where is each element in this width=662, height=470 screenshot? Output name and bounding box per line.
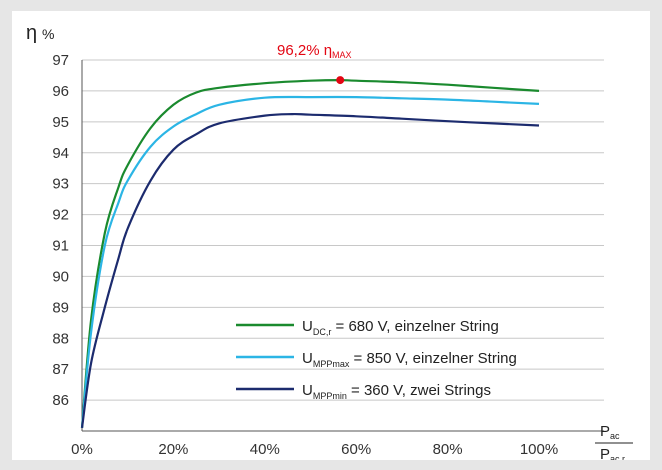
x-tick-labels: 0% 20% 40% 60% 80% 100%	[71, 441, 558, 458]
axes	[81, 60, 604, 432]
y-tick-label: 96	[52, 83, 69, 100]
max-annotation: 96,2% ηMAX	[277, 42, 352, 85]
max-point-marker	[336, 76, 345, 85]
x-tick-label: 60%	[341, 441, 371, 458]
x-tick-label: 100%	[520, 441, 558, 458]
max-label: 96,2% ηMAX	[277, 42, 352, 60]
y-tick-label: 97	[52, 52, 69, 69]
legend-label-3: UMPPmin = 360 V, zwei Strings	[302, 382, 491, 401]
x-tick-label: 40%	[250, 441, 280, 458]
y-tick-label: 89	[52, 299, 69, 316]
efficiency-chart: 86 87 88 89 90 91 92 93 94 95 96 97 0% 20% 40% 60% 80% 1…	[26, 22, 633, 460]
x-tick-label: 80%	[433, 441, 463, 458]
y-tick-label: 88	[52, 330, 69, 347]
series-line-3	[80, 112, 540, 429]
y-tick-label: 94	[52, 145, 69, 162]
x-tick-label: 0%	[71, 441, 93, 458]
x-axis-numerator: Pac	[600, 423, 620, 441]
chart-card: 86 87 88 89 90 91 92 93 94 95 96 97 0% 20% 40% 60% 80% 1…	[12, 11, 650, 460]
y-axis-unit: %	[42, 26, 54, 42]
series-line-1	[80, 79, 540, 428]
y-tick-labels: 86 87 88 89 90 91 92 93 94 95 96 97	[52, 52, 69, 409]
y-tick-label: 95	[52, 114, 69, 131]
y-tick-label: 91	[52, 238, 69, 255]
series-line-2	[80, 95, 540, 429]
legend-label-1: UDC,r = 680 V, einzelner String	[302, 318, 499, 337]
x-tick-label: 20%	[158, 441, 188, 458]
y-tick-label: 86	[52, 392, 69, 409]
y-tick-label: 87	[52, 361, 69, 378]
y-axis-symbol: η	[26, 22, 37, 44]
legend: UDC,r = 680 V, einzelner String UMPPmax =…	[236, 318, 517, 401]
y-tick-label: 92	[52, 207, 69, 224]
x-axis-denominator: Pac,r	[600, 446, 625, 460]
grid-lines	[82, 59, 604, 401]
series-lines	[80, 79, 540, 429]
legend-label-2: UMPPmax = 850 V, einzelner String	[302, 350, 517, 369]
y-tick-label: 93	[52, 176, 69, 193]
y-tick-label: 90	[52, 268, 69, 285]
